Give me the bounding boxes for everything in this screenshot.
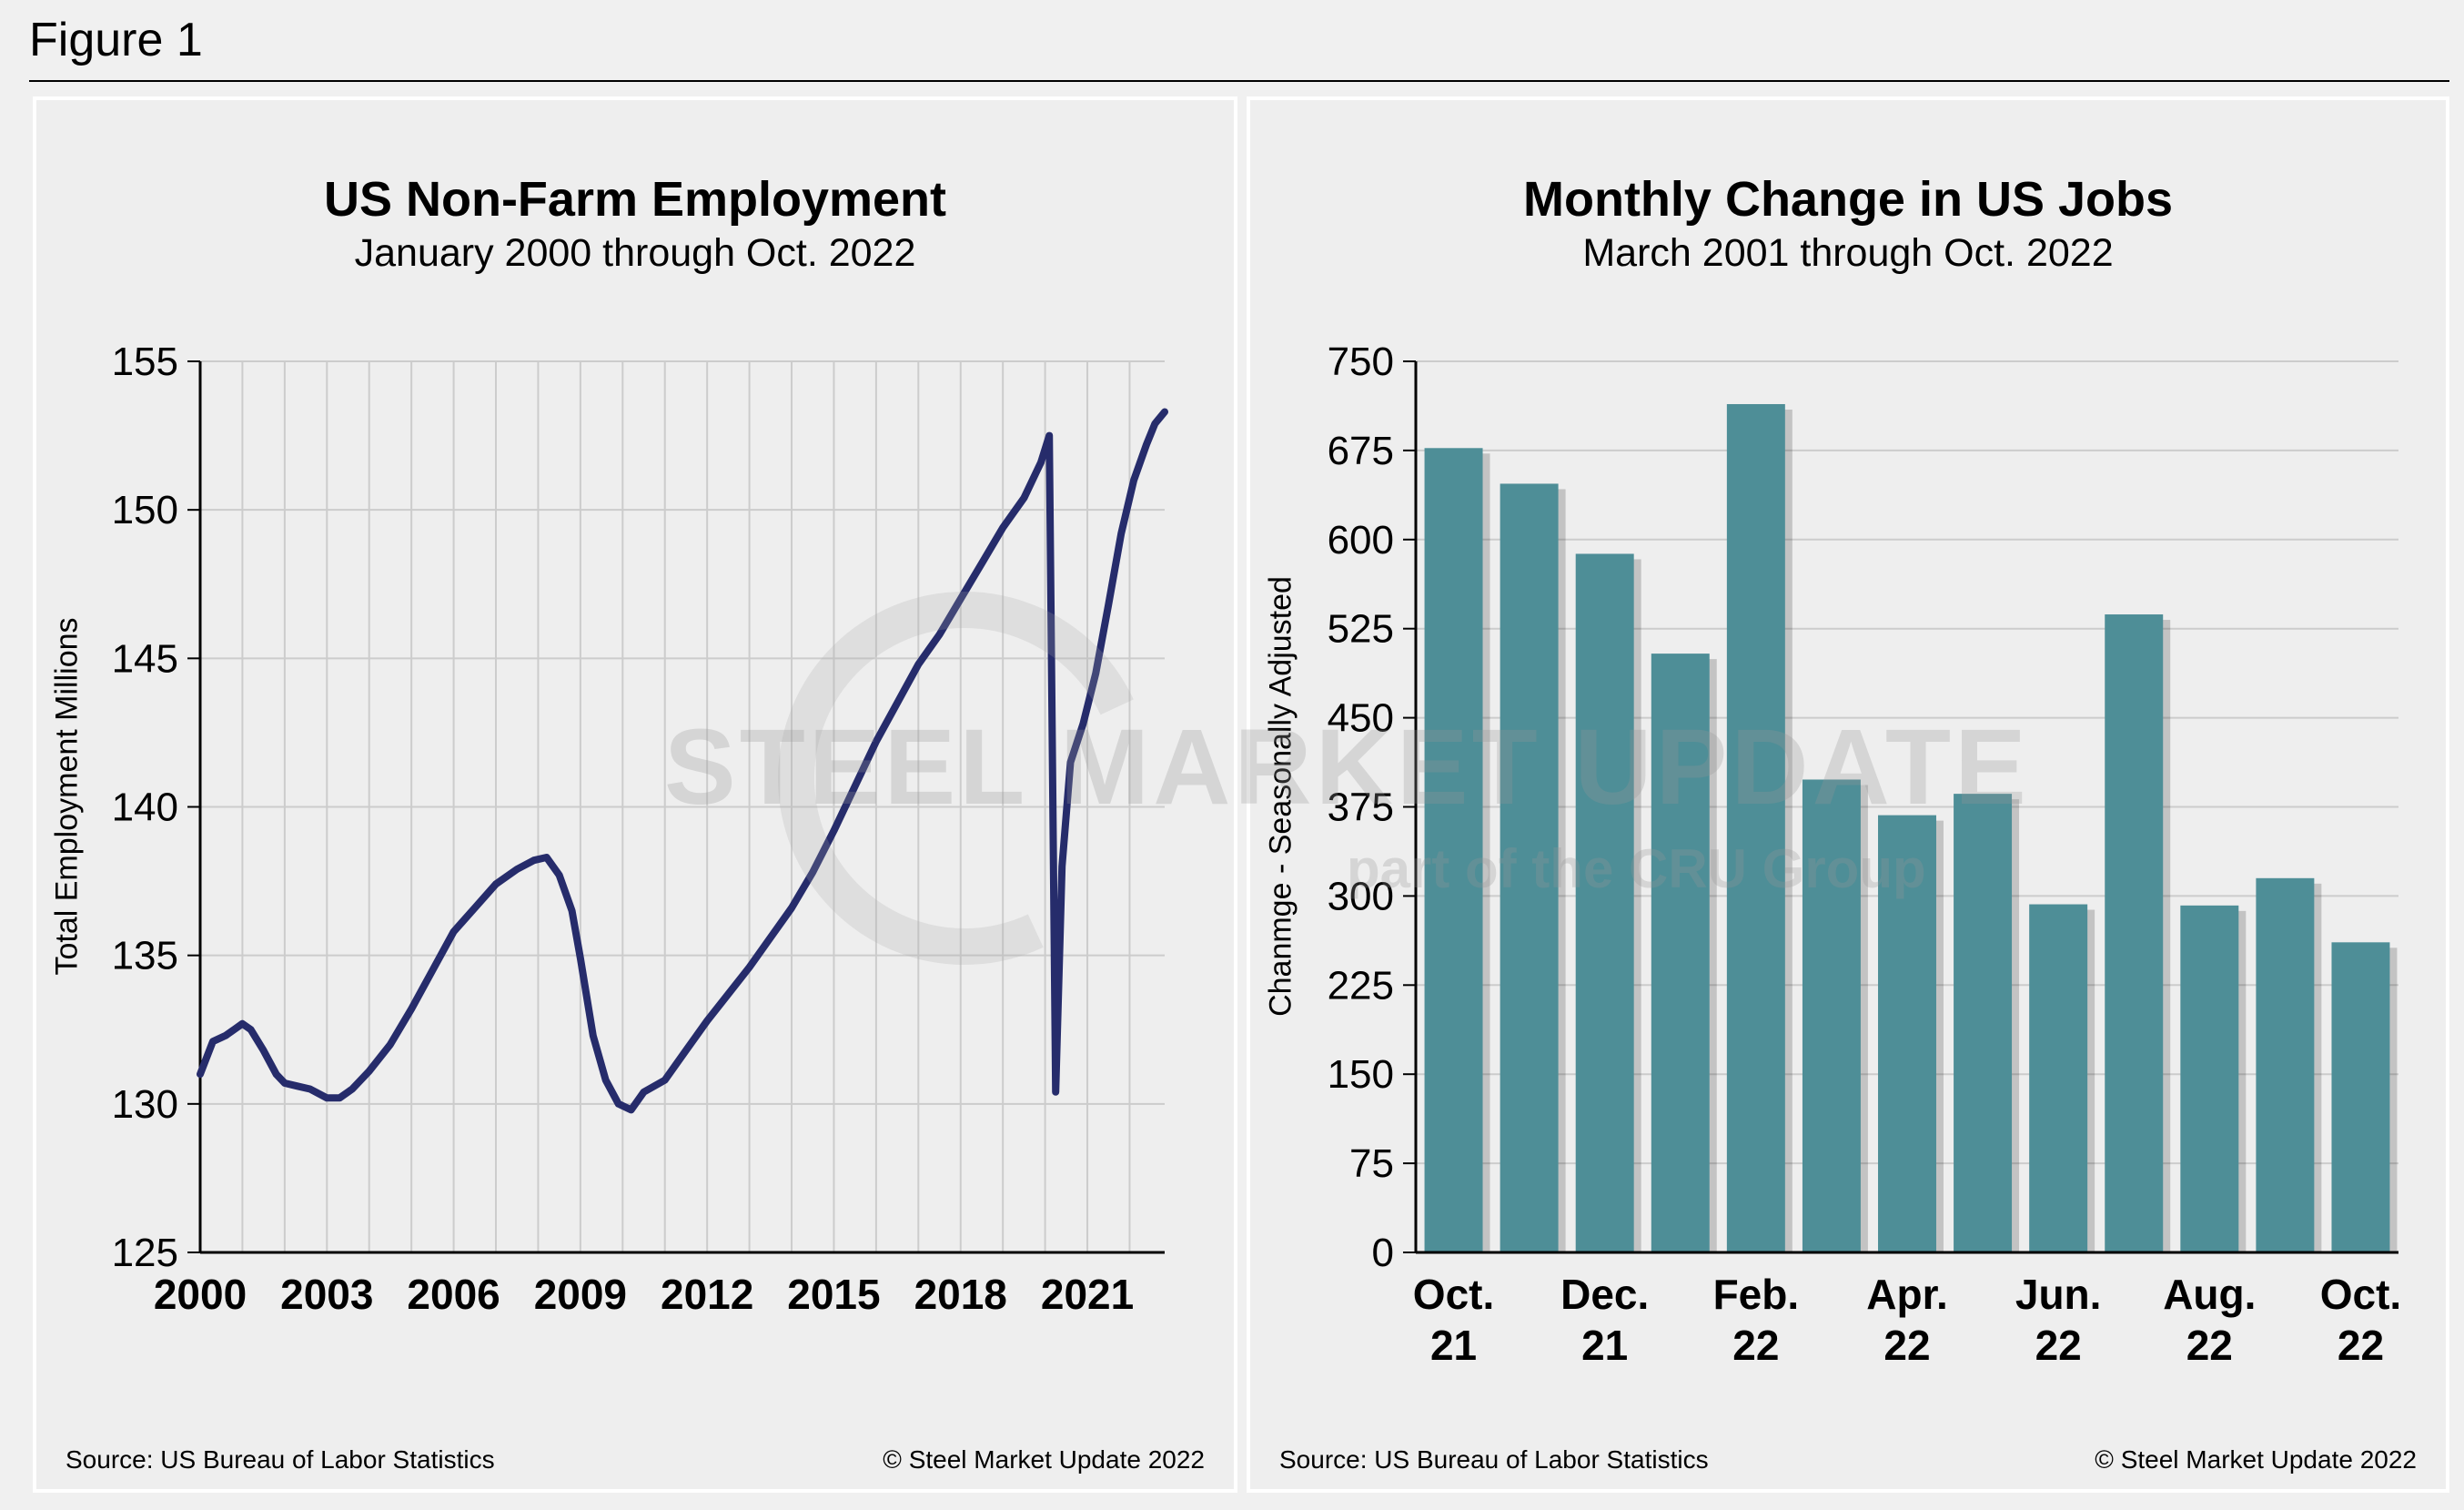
figure-rule (29, 80, 2449, 82)
bar (2029, 904, 2088, 1252)
bar-chart-copyright: © Steel Market Update 2022 (2095, 1445, 2417, 1474)
line-chart-ytick-label: 150 (112, 488, 178, 532)
line-chart-series-line (197, 408, 1168, 1114)
bar-chart-ytick-label: 225 (1328, 963, 1394, 1008)
bar-chart-xtick-label: 22 (2338, 1322, 2384, 1369)
bar-chart-source: Source: US Bureau of Labor Statistics (1279, 1445, 1709, 1474)
line-chart-ytick-label: 135 (112, 934, 178, 978)
line-chart-ytick-label: 155 (112, 339, 178, 384)
line-chart-ytick-label: 145 (112, 636, 178, 681)
line-chart-panel: US Non-Farm Employment January 2000 thro… (33, 96, 1237, 1493)
bar (2331, 942, 2390, 1252)
bar (1954, 794, 2013, 1252)
line-chart-ytick-label: 125 (112, 1231, 178, 1275)
bar-chart-ytick-label: 450 (1328, 696, 1394, 741)
bar-chart-ytick-label: 300 (1328, 874, 1394, 918)
bar-chart-xtick-label: 22 (2035, 1322, 2082, 1369)
bar (1726, 403, 1785, 1252)
line-chart-xtick-label: 2009 (534, 1271, 627, 1318)
bar (1575, 553, 1634, 1252)
bar-chart-xtick-label: 21 (1430, 1322, 1477, 1369)
bar-chart-xtick-label: Dec. (1560, 1271, 1649, 1318)
bar-chart-ytick-label: 675 (1328, 429, 1394, 473)
bar-chart-ytick-label: 0 (1372, 1231, 1394, 1275)
line-chart-title: US Non-Farm Employment (323, 172, 947, 227)
line-chart-xtick-label: 2012 (661, 1271, 753, 1318)
bar-chart-xtick-label: 22 (1883, 1322, 1930, 1369)
line-chart-xtick-label: 2006 (407, 1271, 500, 1318)
bar-chart-title: Monthly Change in US Jobs (1522, 172, 2174, 227)
bar-chart-xtick-label: 21 (1581, 1322, 1628, 1369)
line-chart-xtick-label: 2003 (280, 1271, 373, 1318)
line-chart-ytick-label: 140 (112, 785, 178, 830)
bar-chart-xtick-label: 22 (1732, 1322, 1779, 1369)
bar (1651, 654, 1710, 1252)
bar-chart-panel: Monthly Change in US Jobs March 2001 thr… (1247, 96, 2449, 1493)
bar-chart-xtick-label: Jun. (2015, 1271, 2102, 1318)
bar-chart-ytick-label: 75 (1349, 1141, 1394, 1186)
bar-chart-xtick-label: Aug. (2163, 1271, 2256, 1318)
line-chart-xtick-label: 2018 (914, 1271, 1007, 1318)
bar-chart-ytick-label: 150 (1328, 1052, 1394, 1097)
bar-chart-xtick-label: Feb. (1713, 1271, 1800, 1318)
bar (1802, 779, 1861, 1252)
bar-chart-ytick-label: 525 (1328, 607, 1394, 652)
line-chart-copyright: © Steel Market Update 2022 (883, 1445, 1205, 1474)
bar-chart-xtick-label: 22 (2186, 1322, 2233, 1369)
bar (1878, 815, 1936, 1252)
bar-chart-subtitle: March 2001 through Oct. 2022 (1582, 231, 2114, 275)
figure-title: Figure 1 (29, 14, 203, 66)
line-chart-source: Source: US Bureau of Labor Statistics (66, 1445, 495, 1474)
bar (1500, 483, 1559, 1252)
bar-chart-svg: 075150225300375450525600675750Oct.21Dec.… (1328, 339, 2402, 1369)
bar-chart-xtick-label: Oct. (1413, 1271, 1494, 1318)
bar-chart-xtick-label: Oct. (2320, 1271, 2401, 1318)
bar (2256, 877, 2315, 1252)
line-chart-subtitle: January 2000 through Oct. 2022 (354, 231, 916, 275)
line-chart-xtick-label: 2000 (154, 1271, 247, 1318)
bar-chart-xtick-label: Apr. (1866, 1271, 1947, 1318)
line-chart-ytick-label: 130 (112, 1082, 178, 1127)
bar (2180, 905, 2239, 1252)
bar (1424, 448, 1483, 1253)
bar-chart-ytick-label: 600 (1328, 518, 1394, 562)
bar (2105, 614, 2164, 1252)
bar-chart-ytick-label: 375 (1328, 785, 1394, 830)
line-chart-xtick-label: 2015 (787, 1271, 880, 1318)
bar-chart-ytick-label: 750 (1328, 339, 1394, 384)
line-chart-xtick-label: 2021 (1041, 1271, 1134, 1318)
line-chart-svg: 125 130 135 140 145 150 155 2000 2003 2006 2009 201… (112, 339, 1168, 1318)
